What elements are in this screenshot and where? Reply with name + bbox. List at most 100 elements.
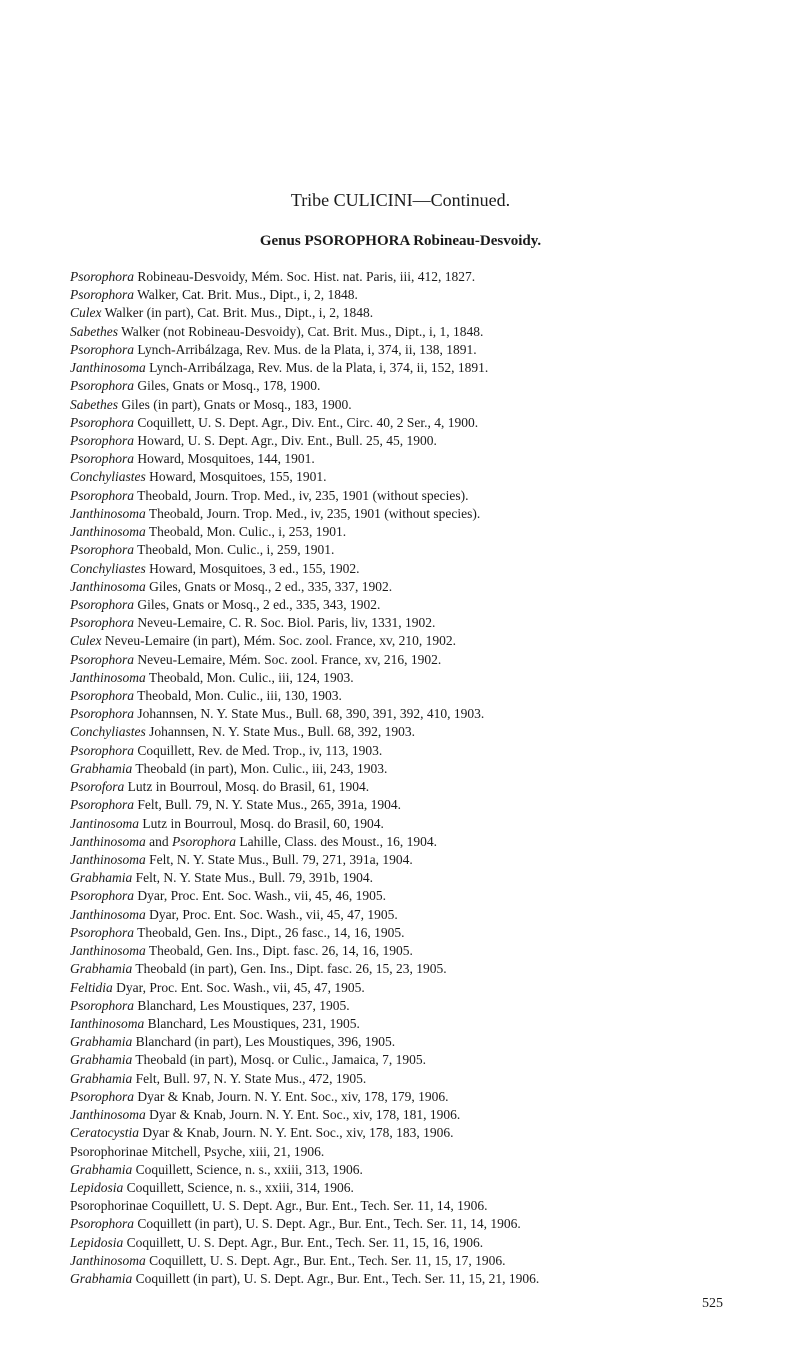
reference-entry: Conchyliastes Howard, Mosquitoes, 3 ed.,…: [70, 560, 731, 578]
genus-name: Ianthinosoma: [70, 1016, 144, 1031]
genus-subtitle: Genus PSOROPHORA Robineau-Desvoidy.: [70, 233, 731, 250]
reference-entry: Psorophora Howard, U. S. Dept. Agr., Div…: [70, 432, 731, 450]
genus-name: Psorophora: [70, 433, 134, 448]
genus-name: Jantinosoma: [70, 816, 139, 831]
reference-entry: Psorophora Dyar, Proc. Ent. Soc. Wash., …: [70, 887, 731, 905]
citation-text: Felt, Bull. 97, N. Y. State Mus., 472, 1…: [132, 1071, 366, 1086]
reference-entry: Psorophora Neveu-Lemaire, Mém. Soc. zool…: [70, 651, 731, 669]
reference-entry: Grabhamia Theobald (in part), Mosq. or C…: [70, 1051, 731, 1069]
reference-entry: Psorophora Lynch-Arribálzaga, Rev. Mus. …: [70, 341, 731, 359]
reference-entry: Culex Neveu-Lemaire (in part), Mém. Soc.…: [70, 632, 731, 650]
citation-text: Dyar, Proc. Ent. Soc. Wash., vii, 45, 46…: [134, 888, 386, 903]
citation-text: Theobald (in part), Mosq. or Culic., Jam…: [132, 1052, 426, 1067]
reference-entry: Lepidosia Coquillett, U. S. Dept. Agr., …: [70, 1234, 731, 1252]
genus-name: Conchyliastes: [70, 469, 146, 484]
reference-entry: Grabhamia Coquillett, Science, n. s., xx…: [70, 1161, 731, 1179]
genus-name: Psorophora: [70, 542, 134, 557]
citation-text: and: [146, 834, 172, 849]
citation-text: Felt, N. Y. State Mus., Bull. 79, 391b, …: [132, 870, 373, 885]
reference-entry: Psorophora Theobald, Mon. Culic., iii, 1…: [70, 687, 731, 705]
citation-text: Lutz in Bourroul, Mosq. do Brasil, 61, 1…: [124, 779, 369, 794]
genus-name: Psorophora: [70, 597, 134, 612]
genus-name: Psorophora: [70, 888, 134, 903]
genus-name: Psorophora: [70, 378, 134, 393]
citation-text: Theobald, Mon. Culic., iii, 124, 1903.: [146, 670, 354, 685]
reference-entry: Sabethes Walker (not Robineau-Desvoidy),…: [70, 323, 731, 341]
genus-name: Conchyliastes: [70, 724, 146, 739]
page-number: 525: [70, 1296, 731, 1312]
entry-list: Psorophora Robineau-Desvoidy, Mém. Soc. …: [70, 268, 731, 1288]
genus-name: Psorophora: [70, 415, 134, 430]
genus-name: Janthinosoma: [70, 943, 146, 958]
citation-text: Coquillett, Science, n. s., xxiii, 313, …: [132, 1162, 363, 1177]
citation-text: Theobald, Mon. Culic., i, 253, 1901.: [146, 524, 346, 539]
genus-name: Psorophora: [70, 652, 134, 667]
citation-text: Walker (in part), Cat. Brit. Mus., Dipt.…: [102, 305, 374, 320]
genus-name: Culex: [70, 633, 102, 648]
citation-text: Theobald (in part), Mon. Culic., iii, 24…: [132, 761, 387, 776]
citation-text: Coquillett, Science, n. s., xxiii, 314, …: [123, 1180, 354, 1195]
citation-text: Neveu-Lemaire (in part), Mém. Soc. zool.…: [102, 633, 457, 648]
citation-text: Robineau-Desvoidy, Mém. Soc. Hist. nat. …: [134, 269, 475, 284]
reference-entry: Janthinosoma Felt, N. Y. State Mus., Bul…: [70, 851, 731, 869]
citation-text: Giles, Gnats or Mosq., 2 ed., 335, 337, …: [146, 579, 392, 594]
genus-name: Janthinosoma: [70, 506, 146, 521]
reference-entry: Psorophora Giles, Gnats or Mosq., 2 ed.,…: [70, 596, 731, 614]
reference-entry: Psorophora Johannsen, N. Y. State Mus., …: [70, 705, 731, 723]
genus-name: Grabhamia: [70, 1071, 132, 1086]
genus-name: Psorophora: [70, 998, 134, 1013]
citation-text: Blanchard, Les Moustiques, 231, 1905.: [144, 1016, 360, 1031]
genus-name: Janthinosoma: [70, 579, 146, 594]
reference-entry: Psorophora Howard, Mosquitoes, 144, 1901…: [70, 450, 731, 468]
reference-entry: Janthinosoma Theobald, Mon. Culic., iii,…: [70, 669, 731, 687]
reference-entry: Psorophora Blanchard, Les Moustiques, 23…: [70, 997, 731, 1015]
genus-name: Grabhamia: [70, 1162, 132, 1177]
citation-text: Theobald, Mon. Culic., iii, 130, 1903.: [134, 688, 342, 703]
citation-text: Dyar, Proc. Ent. Soc. Wash., vii, 45, 47…: [146, 907, 398, 922]
genus-name: Psorophora: [70, 688, 134, 703]
reference-entry: Jantinosoma Lutz in Bourroul, Mosq. do B…: [70, 815, 731, 833]
reference-entry: Psorophora Robineau-Desvoidy, Mém. Soc. …: [70, 268, 731, 286]
genus-name: Culex: [70, 305, 102, 320]
genus-name: Grabhamia: [70, 961, 132, 976]
citation-text: Johannsen, N. Y. State Mus., Bull. 68, 3…: [134, 706, 484, 721]
genus-name: Ceratocystia: [70, 1125, 139, 1140]
genus-name: Janthinosoma: [70, 907, 146, 922]
genus-name: Psorophora: [70, 1216, 134, 1231]
tribe-title: Tribe CULICINI—Continued.: [70, 190, 731, 211]
citation-text: Psorophorinae Mitchell, Psyche, xiii, 21…: [70, 1144, 324, 1159]
reference-entry: Psorofora Lutz in Bourroul, Mosq. do Bra…: [70, 778, 731, 796]
citation-text: Lynch-Arribálzaga, Rev. Mus. de la Plata…: [134, 342, 477, 357]
citation-text: Neveu-Lemaire, C. R. Soc. Biol. Paris, l…: [134, 615, 435, 630]
reference-entry: Psorophorinae Mitchell, Psyche, xiii, 21…: [70, 1143, 731, 1161]
genus-name: Feltidia: [70, 980, 113, 995]
citation-text: Dyar & Knab, Journ. N. Y. Ent. Soc., xiv…: [134, 1089, 448, 1104]
genus-name: Janthinosoma: [70, 852, 146, 867]
genus-name: Janthinosoma: [70, 524, 146, 539]
reference-entry: Janthinosoma Coquillett, U. S. Dept. Agr…: [70, 1252, 731, 1270]
reference-entry: Janthinosoma Theobald, Gen. Ins., Dipt. …: [70, 942, 731, 960]
reference-entry: Psorophorinae Coquillett, U. S. Dept. Ag…: [70, 1197, 731, 1215]
reference-entry: Grabhamia Theobald (in part), Gen. Ins.,…: [70, 960, 731, 978]
citation-text: Lutz in Bourroul, Mosq. do Brasil, 60, 1…: [139, 816, 384, 831]
reference-entry: Grabhamia Theobald (in part), Mon. Culic…: [70, 760, 731, 778]
reference-entry: Janthinosoma Theobald, Mon. Culic., i, 2…: [70, 523, 731, 541]
reference-entry: Psorophora Walker, Cat. Brit. Mus., Dipt…: [70, 286, 731, 304]
reference-entry: Janthinosoma Theobald, Journ. Trop. Med.…: [70, 505, 731, 523]
genus-name: Psorophora: [70, 451, 134, 466]
reference-entry: Psorophora Theobald, Gen. Ins., Dipt., 2…: [70, 924, 731, 942]
citation-text: Coquillett (in part), U. S. Dept. Agr., …: [132, 1271, 539, 1286]
citation-text: Blanchard (in part), Les Moustiques, 396…: [132, 1034, 395, 1049]
citation-text: Coquillett (in part), U. S. Dept. Agr., …: [134, 1216, 521, 1231]
reference-entry: Conchyliastes Johannsen, N. Y. State Mus…: [70, 723, 731, 741]
citation-text: Theobald, Gen. Ins., Dipt., 26 fasc., 14…: [134, 925, 404, 940]
citation-text: Felt, Bull. 79, N. Y. State Mus., 265, 3…: [134, 797, 401, 812]
genus-name: Grabhamia: [70, 1052, 132, 1067]
citation-text: Coquillett, U. S. Dept. Agr., Div. Ent.,…: [134, 415, 478, 430]
genus-name: Janthinosoma: [70, 670, 146, 685]
reference-entry: Grabhamia Felt, N. Y. State Mus., Bull. …: [70, 869, 731, 887]
genus-name: Janthinosoma: [70, 360, 146, 375]
genus-name: Grabhamia: [70, 1034, 132, 1049]
citation-text: Giles, Gnats or Mosq., 2 ed., 335, 343, …: [134, 597, 380, 612]
reference-entry: Ceratocystia Dyar & Knab, Journ. N. Y. E…: [70, 1124, 731, 1142]
